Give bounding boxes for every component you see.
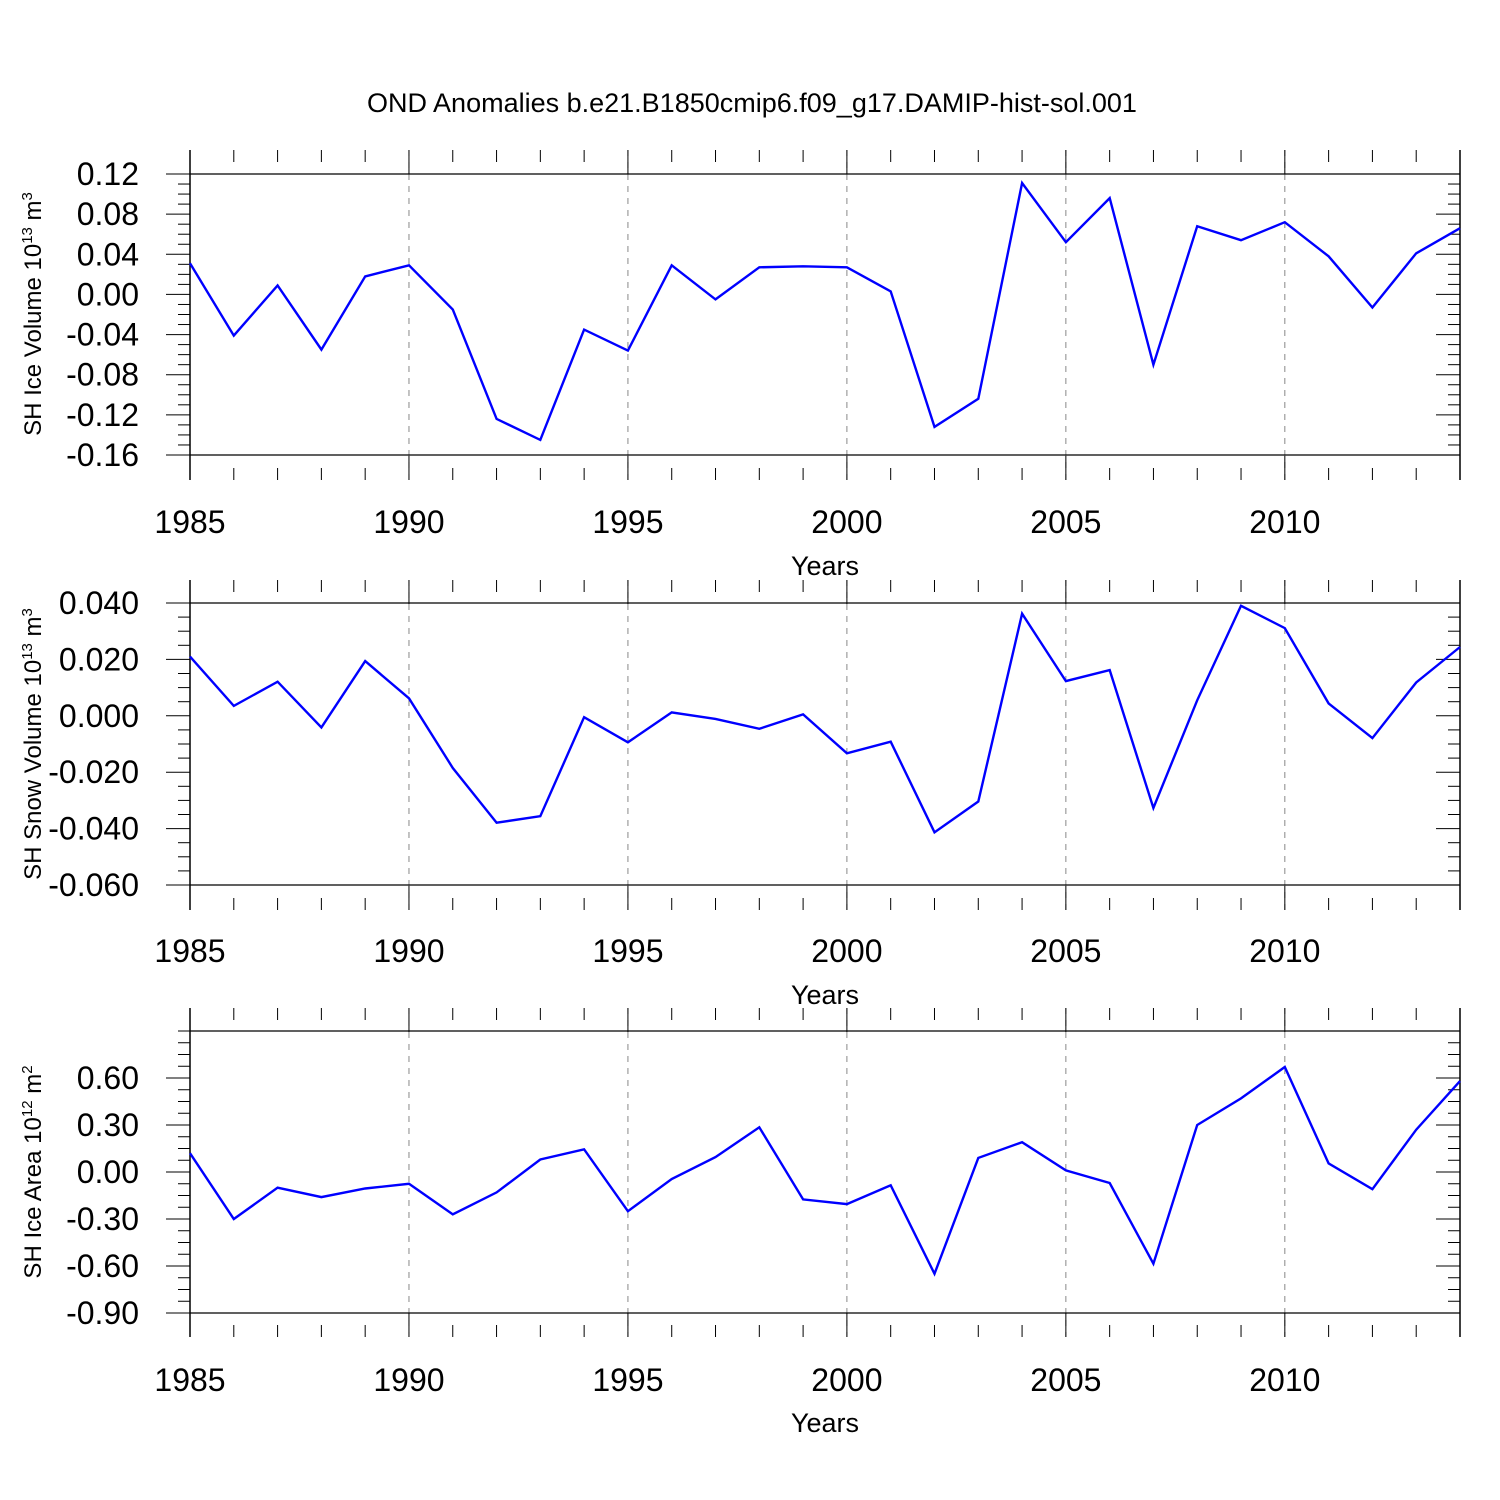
ice-area-xtick-label: 1995 xyxy=(592,1362,663,1398)
ice-area-xtick-label: 2000 xyxy=(811,1362,882,1398)
ice-area-xtick-label: 1985 xyxy=(154,1362,225,1398)
figure-title: OND Anomalies b.e21.B1850cmip6.f09_g17.D… xyxy=(367,88,1137,118)
ice-area-series-line xyxy=(189,1065,1461,1277)
snow-volume-panel: SH Snow Volume 1013 m3 Years 1985 1990 199… xyxy=(19,580,1461,1010)
ice-area-xlabel: Years xyxy=(791,1408,859,1438)
snow-volume-ytick-label: 0.020 xyxy=(59,641,139,677)
ice-area-ytick-label: -0.30 xyxy=(66,1201,139,1237)
ice-area-ytick-label: -0.60 xyxy=(66,1248,139,1284)
ice-area-xtick-label: 2010 xyxy=(1249,1362,1320,1398)
ice-volume-xtick-label: 1985 xyxy=(154,504,225,540)
ice-area-ytick-label: 0.00 xyxy=(77,1154,139,1190)
snow-volume-ytick-label: 0.040 xyxy=(59,585,139,621)
ice-area-xtick-label: 1990 xyxy=(373,1362,444,1398)
snow-volume-xtick-label: 2010 xyxy=(1249,933,1320,969)
ice-volume-xtick-label: 2005 xyxy=(1030,504,1101,540)
snow-volume-ytick-label: -0.020 xyxy=(48,754,139,790)
ice-volume-ytick-label: -0.16 xyxy=(66,437,139,473)
snow-volume-series-line xyxy=(189,604,1461,835)
snow-volume-xlabel: Years xyxy=(791,980,859,1010)
snow-volume-ytick-label: 0.000 xyxy=(59,698,139,734)
ice-volume-xtick-label: 2010 xyxy=(1249,504,1320,540)
snow-volume-xtick-label: 1990 xyxy=(373,933,444,969)
ice-volume-ytick-label: -0.12 xyxy=(66,397,139,433)
snow-volume-ytick-label: -0.040 xyxy=(48,811,139,847)
ice-volume-ylabel: SH Ice Volume 1013 m3 xyxy=(19,192,47,436)
ice-volume-ytick-label: -0.08 xyxy=(66,357,139,393)
ice-volume-xlabel: Years xyxy=(791,551,859,581)
snow-volume-ytick-label: -0.060 xyxy=(48,867,139,903)
ice-area-ytick-label: -0.90 xyxy=(66,1295,139,1331)
snow-volume-ylabel: SH Snow Volume 1013 m3 xyxy=(19,608,47,880)
ice-volume-xtick-label: 1990 xyxy=(373,504,444,540)
ice-volume-ytick-label: -0.04 xyxy=(66,317,139,353)
ice-volume-ytick-label: 0.08 xyxy=(77,196,139,232)
ice-volume-panel: SH Ice Volume 1013 m3 Years 1985 1990 1995… xyxy=(19,150,1461,581)
ice-volume-xtick-label: 1995 xyxy=(592,504,663,540)
snow-volume-xtick-label: 1985 xyxy=(154,933,225,969)
ice-volume-ytick-label: 0.12 xyxy=(77,156,139,192)
snow-volume-xtick-label: 2005 xyxy=(1030,933,1101,969)
snow-volume-xtick-label: 2000 xyxy=(811,933,882,969)
ice-volume-series-line xyxy=(188,180,1461,442)
ice-area-ytick-label: 0.60 xyxy=(77,1060,139,1096)
snow-volume-xtick-label: 1995 xyxy=(592,933,663,969)
ice-area-ytick-label: 0.30 xyxy=(77,1107,139,1143)
ice-area-ylabel: SH Ice Area 1012 m2 xyxy=(19,1065,47,1278)
ice-area-panel: SH Ice Area 1012 m2 Years 1985 1990 1995 20… xyxy=(19,1008,1461,1438)
ice-volume-ytick-label: 0.04 xyxy=(77,236,139,272)
ice-volume-ytick-label: 0.00 xyxy=(77,276,139,312)
ice-volume-xtick-label: 2000 xyxy=(811,504,882,540)
ice-area-xtick-label: 2005 xyxy=(1030,1362,1101,1398)
